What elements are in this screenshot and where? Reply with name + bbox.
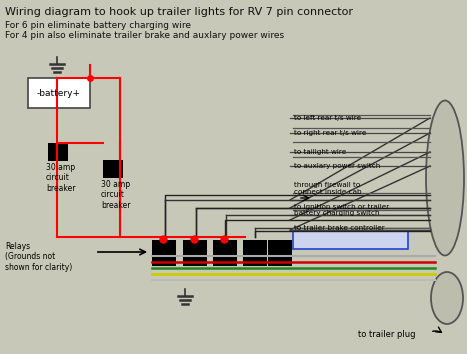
Ellipse shape: [426, 101, 464, 256]
Bar: [243, 240, 267, 266]
Text: to trailer plug: to trailer plug: [358, 330, 416, 339]
Text: to trailer brake controller: to trailer brake controller: [294, 225, 385, 231]
Bar: [268, 240, 292, 266]
Bar: [293, 231, 408, 249]
Bar: [48, 143, 68, 161]
Bar: [28, 78, 90, 108]
Text: 30 amp
circuit
breaker: 30 amp circuit breaker: [101, 180, 130, 210]
Ellipse shape: [431, 272, 463, 324]
Text: Wiring diagram to hook up trailer lights for RV 7 pin connector: Wiring diagram to hook up trailer lights…: [5, 7, 353, 17]
Text: to ignition switch or trailer
battery charging switch: to ignition switch or trailer battery ch…: [294, 204, 389, 217]
Text: 30 amp
circuit
breaker: 30 amp circuit breaker: [46, 163, 76, 193]
Text: For 4 pin also eliminate trailer brake and auxlary power wires: For 4 pin also eliminate trailer brake a…: [5, 31, 284, 40]
Text: to right rear t/s wire: to right rear t/s wire: [294, 130, 367, 136]
Text: Relays
(Grounds not
shown for clarity): Relays (Grounds not shown for clarity): [5, 242, 72, 272]
Text: to auxlary power switch: to auxlary power switch: [294, 163, 380, 169]
Text: to tailight wire: to tailight wire: [294, 149, 346, 155]
Bar: [213, 240, 237, 266]
Bar: [152, 240, 176, 266]
Bar: [103, 160, 123, 178]
Text: to left rear t/s wire: to left rear t/s wire: [294, 115, 361, 121]
Text: -battery+: -battery+: [37, 88, 81, 97]
Text: through firewall to
connect inside cab: through firewall to connect inside cab: [294, 182, 361, 194]
Bar: [183, 240, 207, 266]
Text: For 6 pin eliminate battery charging wire: For 6 pin eliminate battery charging wir…: [5, 21, 191, 30]
